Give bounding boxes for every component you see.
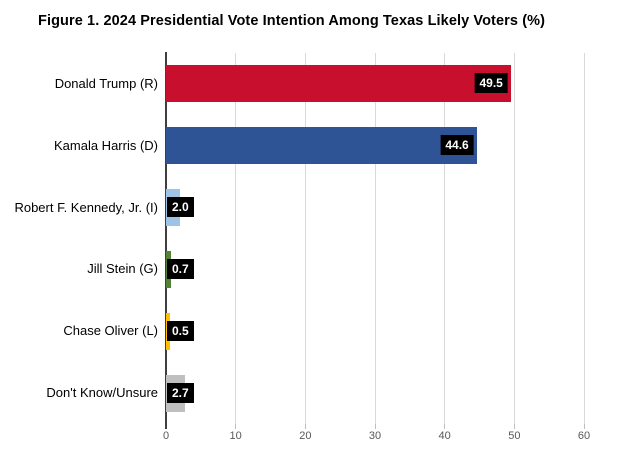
bar-donald-trump-r (166, 65, 511, 103)
category-label-donald-trump-r: Donald Trump (R) (54, 75, 158, 91)
x-axis-tick (513, 424, 515, 429)
gridline-x-30 (374, 53, 376, 424)
value-label-robert-f-kennedy-jr-i: 2.0 (167, 197, 194, 218)
category-label-robert-f-kennedy-jr-i: Robert F. Kennedy, Jr. (I) (14, 199, 158, 215)
x-axis-tick (583, 424, 585, 429)
value-label-donald-trump-r: 49.5 (474, 73, 508, 94)
x-axis-tick-label: 50 (508, 430, 521, 442)
x-axis-tick-label: 0 (162, 430, 170, 442)
chart-title: Figure 1. 2024 Presidential Vote Intenti… (38, 13, 546, 29)
x-axis-tick (304, 424, 306, 429)
value-label-chase-oliver-l: 0.5 (167, 320, 194, 341)
value-label-kamala-harris-d: 44.6 (440, 135, 474, 156)
x-axis-tick-label: 20 (299, 430, 312, 442)
category-label-don-t-know-unsure: Don't Know/Unsure (46, 385, 158, 401)
value-label-don-t-know-unsure: 2.7 (167, 382, 194, 403)
x-axis-tick (444, 424, 446, 429)
x-axis-tick-label: 40 (438, 430, 451, 442)
y-axis-line (165, 52, 167, 429)
gridline-x-40 (444, 53, 446, 424)
category-label-kamala-harris-d: Kamala Harris (D) (53, 137, 158, 153)
x-axis-tick-label: 10 (229, 430, 242, 442)
x-axis-tick-label: 60 (577, 430, 591, 442)
x-axis-tick-label: 30 (368, 430, 382, 442)
value-label-jill-stein-g: 0.7 (167, 258, 194, 279)
category-label-jill-stein-g: Jill Stein (G) (87, 261, 158, 277)
x-axis-tick (374, 424, 376, 429)
gridline-x-50 (513, 53, 515, 424)
plot-area (166, 53, 585, 429)
gridline-x-20 (304, 53, 306, 424)
gridline-x-10 (235, 53, 237, 424)
category-label-chase-oliver-l: Chase Oliver (L) (63, 323, 158, 339)
bar-kamala-harris-d (166, 127, 477, 165)
gridline-x-60 (583, 53, 585, 424)
x-axis-tick (235, 424, 237, 429)
